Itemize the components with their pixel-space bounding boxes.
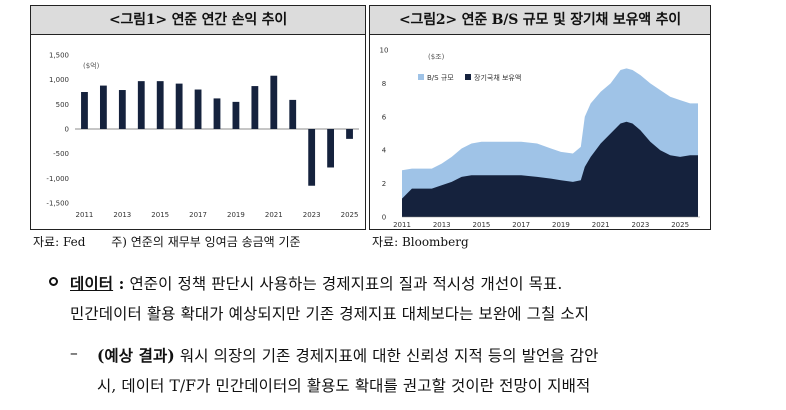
- legend-swatch-bs: [418, 74, 424, 80]
- figure2-source: 자료: Bloomberg: [372, 235, 469, 249]
- y-tick-label: 500: [56, 101, 69, 109]
- bullet-colon: :: [113, 274, 125, 293]
- x-tick-label: 2017: [512, 221, 530, 229]
- bar-2023: [308, 129, 316, 186]
- bullet-keyword: 데이터: [70, 274, 114, 293]
- bar-2022: [289, 99, 297, 129]
- bar-2020: [251, 86, 259, 129]
- bar-2013: [118, 90, 126, 129]
- y-tick-label: 8: [382, 80, 386, 88]
- x-tick-label: 2013: [433, 221, 451, 229]
- figure1-footnote: 주) 연준의 재무부 잉여금 송금액 기준: [111, 235, 301, 249]
- figure2-panel: <그림2> 연준 B/S 규모 및 장기채 보유액 추이 0 2 4 6 8 10 2011…: [369, 5, 711, 230]
- x-tick-label: 2023: [303, 211, 321, 219]
- y-tick-label: -1,000: [46, 175, 69, 183]
- y-tick-label: 0: [65, 126, 69, 134]
- bar-2017: [194, 89, 202, 129]
- sub-line-1: (예상 결과) 워시 의장의 기존 경제지표에 대한 신뢰성 지적 등의 발언을…: [97, 344, 598, 366]
- x-tick-label: 2011: [76, 211, 94, 219]
- bar-2018: [213, 98, 221, 129]
- y-tick-label: -1,500: [46, 200, 69, 208]
- bar-2015: [156, 81, 164, 129]
- sub-line-2: 시, 데이터 T/F가 민간데이터의 활용도 확대를 권고할 것이란 전망이 지…: [97, 377, 591, 395]
- bar-2021: [270, 75, 278, 129]
- figure2-area-chart: 0 2 4 6 8 10 2011 2013 2015 2017 2019 2021 2023 2025 (…: [380, 47, 700, 229]
- figure1-unit-note: ($억): [83, 62, 100, 70]
- legend-label-treasury: 장기국채 보유액: [474, 73, 521, 82]
- sub-text-1: 워시 의장의 기존 경제지표에 대한 신뢰성 지적 등의 발언을 감안: [174, 347, 599, 365]
- x-tick-label: 2013: [113, 211, 131, 219]
- x-tick-label: 2021: [265, 211, 283, 219]
- bar-2024: [327, 129, 335, 168]
- sub-dash: –: [70, 344, 78, 362]
- y-tick-label: -500: [53, 150, 69, 158]
- bar-2025: [346, 129, 353, 139]
- area-long-term-treasury: [402, 121, 699, 217]
- y-tick-label: 1,500: [49, 52, 69, 60]
- bar-2011: [81, 92, 88, 129]
- figure2-title: <그림2> 연준 B/S 규모 및 장기채 보유액 추이: [370, 6, 710, 35]
- x-tick-label: 2025: [341, 211, 359, 219]
- bar-2019: [232, 101, 240, 129]
- y-tick-label: 2: [382, 180, 386, 188]
- figure1-source-text: 자료: Fed: [33, 235, 86, 249]
- bullet-line-2: 민간데이터 활용 확대가 예상되지만 기존 경제지표 대체보다는 보완에 그칠 …: [70, 305, 590, 323]
- x-tick-label: 2019: [552, 221, 570, 229]
- y-tick-label: 0: [382, 214, 386, 222]
- sub-bold-label: (예상 결과): [97, 346, 175, 365]
- figure1-bar-chart: ($억) 1,500 1,000 500 0 -500 -1,000 -1,500 2011 2…: [46, 52, 359, 219]
- bullet-line-1: 데이터 : 연준이 정책 판단시 사용하는 경제지표의 질과 적시성 개선이 목…: [70, 272, 562, 294]
- y-tick-label: 1,000: [49, 76, 69, 84]
- figure2-unit-note: ($조): [428, 53, 445, 61]
- bar-2012: [99, 85, 107, 129]
- legend-label-bs: B/S 규모: [427, 74, 454, 82]
- x-tick-label: 2015: [473, 221, 491, 229]
- bar-2014: [137, 81, 145, 129]
- figure1-title: <그림1> 연준 연간 손익 추이: [31, 6, 365, 35]
- legend-swatch-treasury: [465, 74, 471, 80]
- x-tick-label: 2021: [592, 221, 610, 229]
- y-tick-label: 10: [380, 47, 389, 55]
- y-tick-label: 4: [382, 147, 387, 155]
- bar-2016: [175, 83, 183, 129]
- x-tick-label: 2025: [671, 221, 689, 229]
- y-tick-label: 6: [382, 113, 387, 121]
- x-tick-label: 2019: [227, 211, 245, 219]
- x-tick-label: 2023: [631, 221, 649, 229]
- bullet-circle-icon: [49, 277, 58, 286]
- bullet-text-1: 연준이 정책 판단시 사용하는 경제지표의 질과 적시성 개선이 목표.: [124, 275, 563, 293]
- figure1-source: 자료: Fed 주) 연준의 재무부 잉여금 송금액 기준: [33, 233, 301, 250]
- x-tick-label: 2011: [393, 221, 411, 229]
- x-tick-label: 2017: [189, 211, 207, 219]
- figure1-panel: <그림1> 연준 연간 손익 추이 ($억) 1,500 1,000 500 0 -50…: [30, 5, 366, 230]
- x-tick-label: 2015: [151, 211, 169, 219]
